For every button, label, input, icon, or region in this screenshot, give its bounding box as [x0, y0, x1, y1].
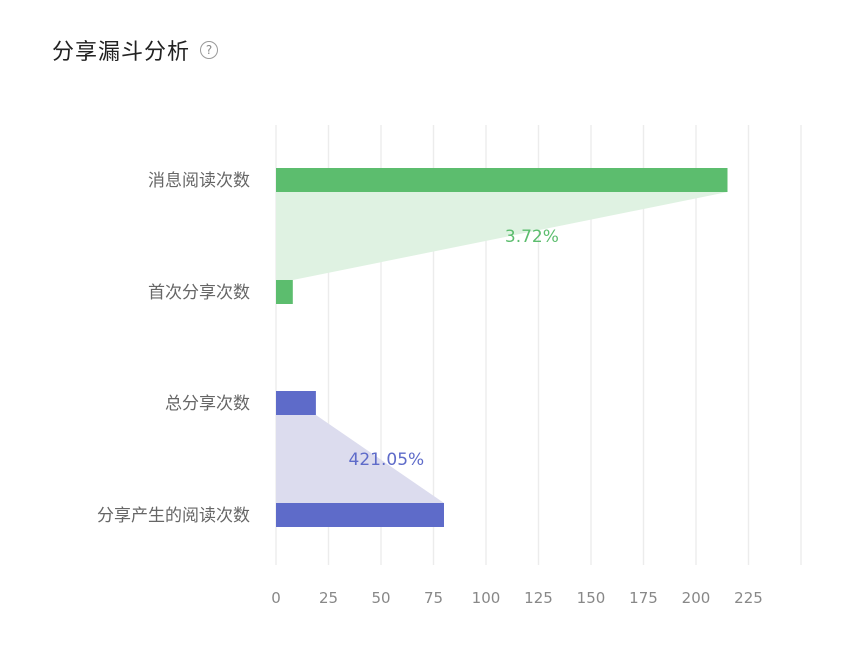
bar — [276, 280, 293, 304]
bar — [276, 391, 316, 415]
x-tick-label: 225 — [734, 589, 763, 607]
x-tick-label: 100 — [472, 589, 501, 607]
x-tick-label: 25 — [319, 589, 338, 607]
bar — [276, 503, 444, 527]
category-label: 首次分享次数 — [148, 283, 250, 303]
x-tick-label: 75 — [424, 589, 443, 607]
category-label: 消息阅读次数 — [148, 171, 250, 191]
x-tick-label: 50 — [371, 589, 390, 607]
chart-header: 分享漏斗分析 ? — [52, 30, 219, 70]
conversion-rate-label: 3.72% — [505, 227, 559, 247]
x-tick-label: 175 — [629, 589, 658, 607]
funnel-area — [276, 415, 444, 503]
help-icon[interactable]: ? — [200, 41, 219, 59]
chart-title: 分享漏斗分析 — [52, 40, 191, 65]
x-tick-label: 200 — [682, 589, 711, 607]
x-tick-label: 0 — [271, 589, 281, 607]
category-label: 分享产生的阅读次数 — [97, 506, 250, 526]
conversion-rate-label: 421.05% — [349, 450, 425, 470]
funnel-area — [276, 192, 728, 280]
x-tick-label: 125 — [524, 589, 553, 607]
category-label: 总分享次数 — [165, 394, 250, 414]
x-tick-label: 150 — [577, 589, 606, 607]
bar — [276, 168, 728, 192]
